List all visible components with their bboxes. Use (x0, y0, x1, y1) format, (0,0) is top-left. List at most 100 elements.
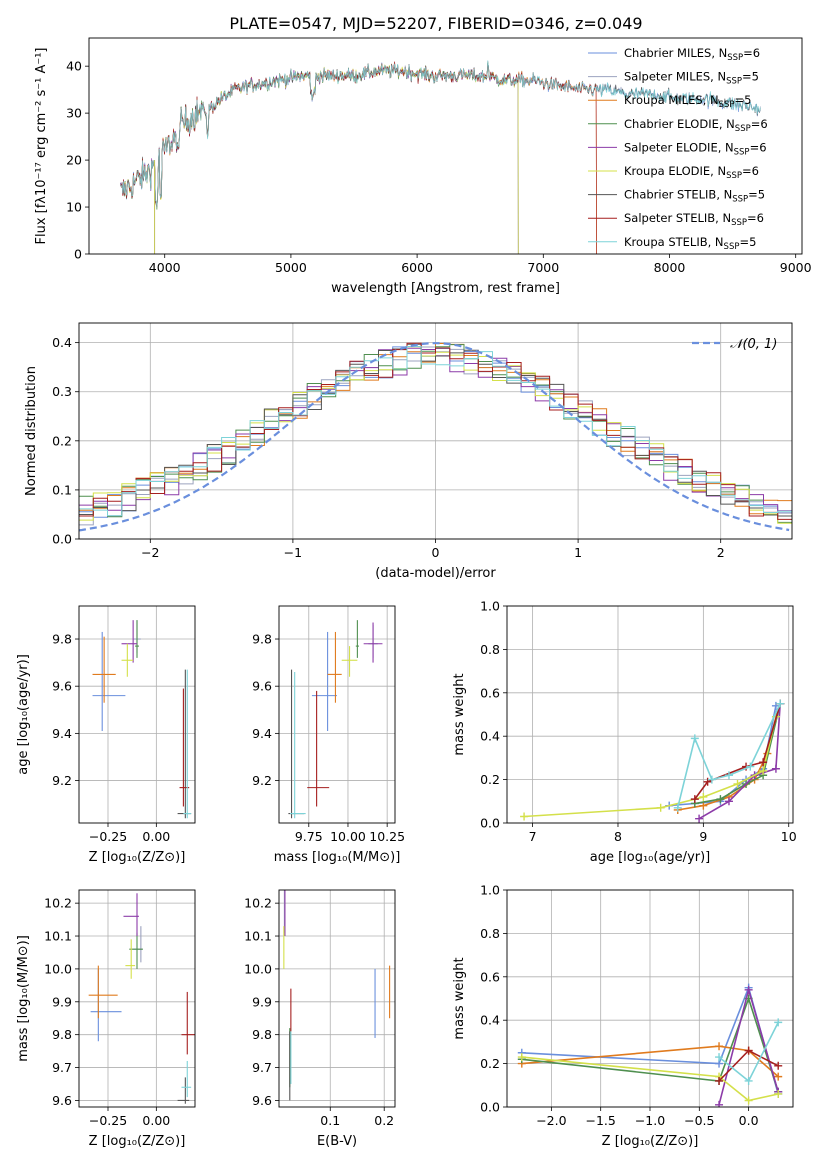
weight-marker (724, 771, 733, 780)
plot-area (79, 342, 792, 532)
x-tick-label: 9.75 (295, 829, 323, 844)
panel-z-age: −0.25 0.00 9.2 9.4 9.6 9.8 Z [log₁₀(Z/Z⊙)] age … (16, 605, 196, 865)
legend-label: Chabrier ELODIE, NSSP=6 (624, 117, 768, 134)
weight-marker (774, 1072, 783, 1081)
weight-marker (724, 797, 733, 806)
legend-item: Kroupa MILES, NSSP=5 (588, 93, 751, 110)
x-tick-label: 0.1 (320, 1113, 340, 1128)
axes-frame (506, 605, 794, 824)
y-tick-label: 0.0 (52, 532, 72, 547)
y-tick-label: 9.7 (252, 1060, 272, 1075)
grid (279, 890, 395, 1107)
x-tick-label: 0.00 (142, 1113, 170, 1128)
weight-marker (715, 1042, 724, 1051)
y-tick-label: 9.6 (252, 679, 272, 694)
y-axis-label: mass [log₁₀(M/M⊙)] (16, 935, 31, 1062)
legend-item: Salpeter ELODIE, NSSP=6 (588, 140, 767, 157)
axes-frame (78, 605, 196, 824)
plot-area (288, 620, 383, 819)
error-bar-point (121, 643, 134, 677)
x-axis-label: Z [log₁₀(Z/Z⊙)] (89, 1134, 186, 1149)
legend: 𝒩(0, 1) (692, 337, 777, 352)
grid (279, 606, 395, 823)
plot-area (517, 983, 783, 1107)
weight-marker (715, 1053, 724, 1062)
plot-area (283, 890, 391, 1101)
y-tick-label: 10.1 (244, 929, 272, 944)
x-tick-label: −0.25 (89, 1113, 127, 1128)
x-tick-label: 7000 (527, 260, 559, 275)
y-tick-label: 0.8 (480, 642, 500, 657)
y-tick-label: 30 (66, 106, 82, 121)
x-tick-label: 6000 (401, 260, 433, 275)
y-tick-label: 0.8 (480, 926, 500, 941)
y-tick-label: 9.6 (52, 1093, 72, 1108)
legend-label: Chabrier STELIB, NSSP=5 (624, 188, 765, 205)
y-tick-label: 9.6 (252, 1093, 272, 1108)
x-tick-label: −1.5 (586, 1113, 616, 1128)
axes-frame (78, 889, 196, 1108)
weight-marker (699, 792, 708, 801)
plot-area (92, 620, 192, 819)
residual-histogram (79, 342, 792, 520)
y-tick-label: 9.7 (52, 1060, 72, 1075)
error-bar-point (177, 1077, 190, 1104)
weight-marker (517, 1053, 526, 1062)
y-tick-label: 0.2 (480, 772, 500, 787)
legend-label: Salpeter STELIB, NSSP=6 (624, 211, 764, 228)
x-tick-label: 10.00 (330, 829, 366, 844)
axes-frame (278, 889, 396, 1108)
weight-marker (695, 814, 704, 823)
weight-marker (699, 801, 708, 810)
weight-marker (716, 795, 725, 804)
spectrum-line (120, 60, 761, 208)
weight-marker (776, 699, 785, 708)
y-axis-label: age [log₁₀(age/yr)] (16, 654, 31, 775)
error-bar-point (135, 620, 139, 658)
error-bar-point (289, 672, 306, 819)
weight-marker (771, 764, 780, 773)
weight-marker (744, 1076, 753, 1085)
plot-layer: 4000 5000 6000 7000 8000 9000010203040wavelen… (16, 37, 812, 1149)
grid (79, 606, 195, 823)
x-axis-label: mass [log₁₀(M/M⊙)] (274, 850, 401, 865)
y-tick-label: 10 (66, 200, 82, 215)
weight-marker (703, 777, 712, 786)
axes-frame (88, 37, 803, 255)
axes-frame (506, 889, 794, 1108)
axes-frame (78, 322, 793, 540)
legend-label: 𝒩(0, 1) (730, 337, 777, 352)
weight-marker (656, 803, 665, 812)
error-bar-point (355, 620, 359, 658)
x-tick-label: 2 (717, 545, 725, 560)
x-tick-label: 0 (432, 545, 440, 560)
x-tick-label: 7 (529, 829, 537, 844)
error-bar-point (181, 1060, 192, 1098)
legend-item: Salpeter STELIB, NSSP=6 (588, 211, 764, 228)
y-axis-label: mass weight (452, 957, 467, 1039)
x-axis-label: Z [log₁₀(Z/Z⊙)] (602, 1134, 699, 1149)
legend: Chabrier MILES, NSSP=6 Salpeter MILES, NS… (588, 46, 768, 252)
y-axis-label: Flux [fλ10⁻¹⁷ erg cm⁻² s⁻¹ A⁻¹] (34, 48, 49, 245)
x-axis-label: (data-model)/error (375, 566, 496, 581)
panel-z-weight: −2.0 −1.5 −1.0 −0.5 0.0 0.0 0.2 0.4 0.6 0.8 1.0 Z [… (452, 883, 794, 1149)
y-axis-label: mass weight (452, 673, 467, 755)
y-tick-label: 10.0 (244, 961, 272, 976)
x-tick-label: 0.2 (374, 1113, 394, 1128)
panel-age-weight: 7 8 9 10 0.0 0.2 0.4 0.6 0.8 1.0 age [log₁₀(age/yr… (452, 599, 797, 866)
x-tick-label: 1 (574, 545, 582, 560)
error-bar-point (92, 636, 116, 703)
residual-histogram (79, 346, 792, 517)
y-tick-label: 0.6 (480, 969, 500, 984)
weight-marker (520, 812, 529, 821)
y-tick-label: 40 (66, 59, 82, 74)
weight-marker (759, 758, 768, 767)
y-axis-label: Normed distribution (24, 366, 39, 496)
panel-mass-age: 9.75 10.00 10.25 9.2 9.4 9.6 9.8 mass [log₁₀(M/… (252, 605, 405, 865)
y-tick-label: 0.1 (52, 482, 72, 497)
weight-series (715, 985, 783, 1107)
weight-series (715, 1018, 783, 1085)
y-tick-label: 9.8 (252, 632, 272, 647)
